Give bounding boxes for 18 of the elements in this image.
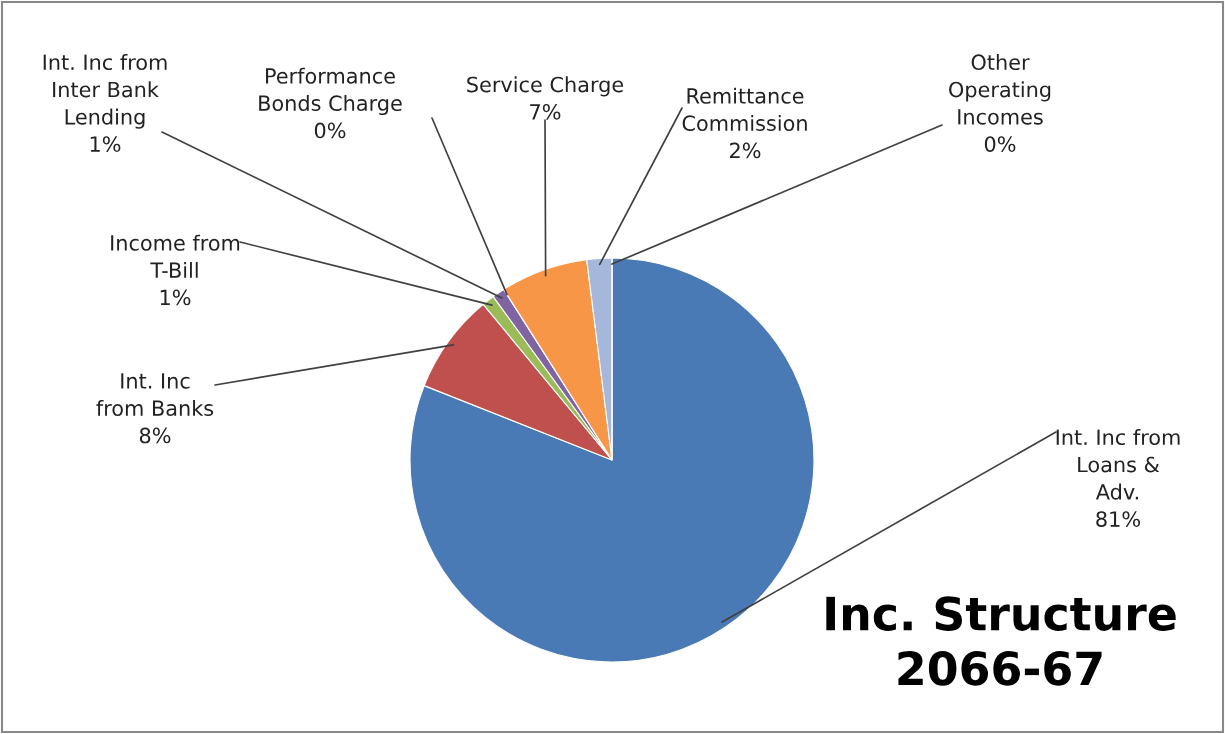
data-label: 7% <box>530 103 561 120</box>
data-label: 8% <box>139 427 171 444</box>
data-label: 1% <box>90 136 121 152</box>
category-label: Other Operating Incomes <box>949 53 1051 125</box>
slice-label: Int. Inc from Banks <box>96 373 214 417</box>
text: 0% <box>314 122 346 139</box>
data-label: 81% <box>1096 511 1140 527</box>
slice-label: Int. Inc from Loans & Adv. <box>1056 428 1180 500</box>
text: 0% <box>984 136 1016 152</box>
slice-label: Remittance Commission <box>682 87 807 132</box>
category-label: Performance Bonds Charge <box>259 67 402 116</box>
pie-slice <box>409 257 815 663</box>
text: Inc. Structure 2066-67 <box>826 596 1176 686</box>
slice-label: Income from T-Bill <box>111 234 240 278</box>
data-label: 1% <box>160 289 191 306</box>
data-label: 2% <box>730 142 761 159</box>
slice-label: Int. Inc from Inter Bank Lending <box>43 53 167 129</box>
slice-label: Service Charge <box>467 76 624 97</box>
